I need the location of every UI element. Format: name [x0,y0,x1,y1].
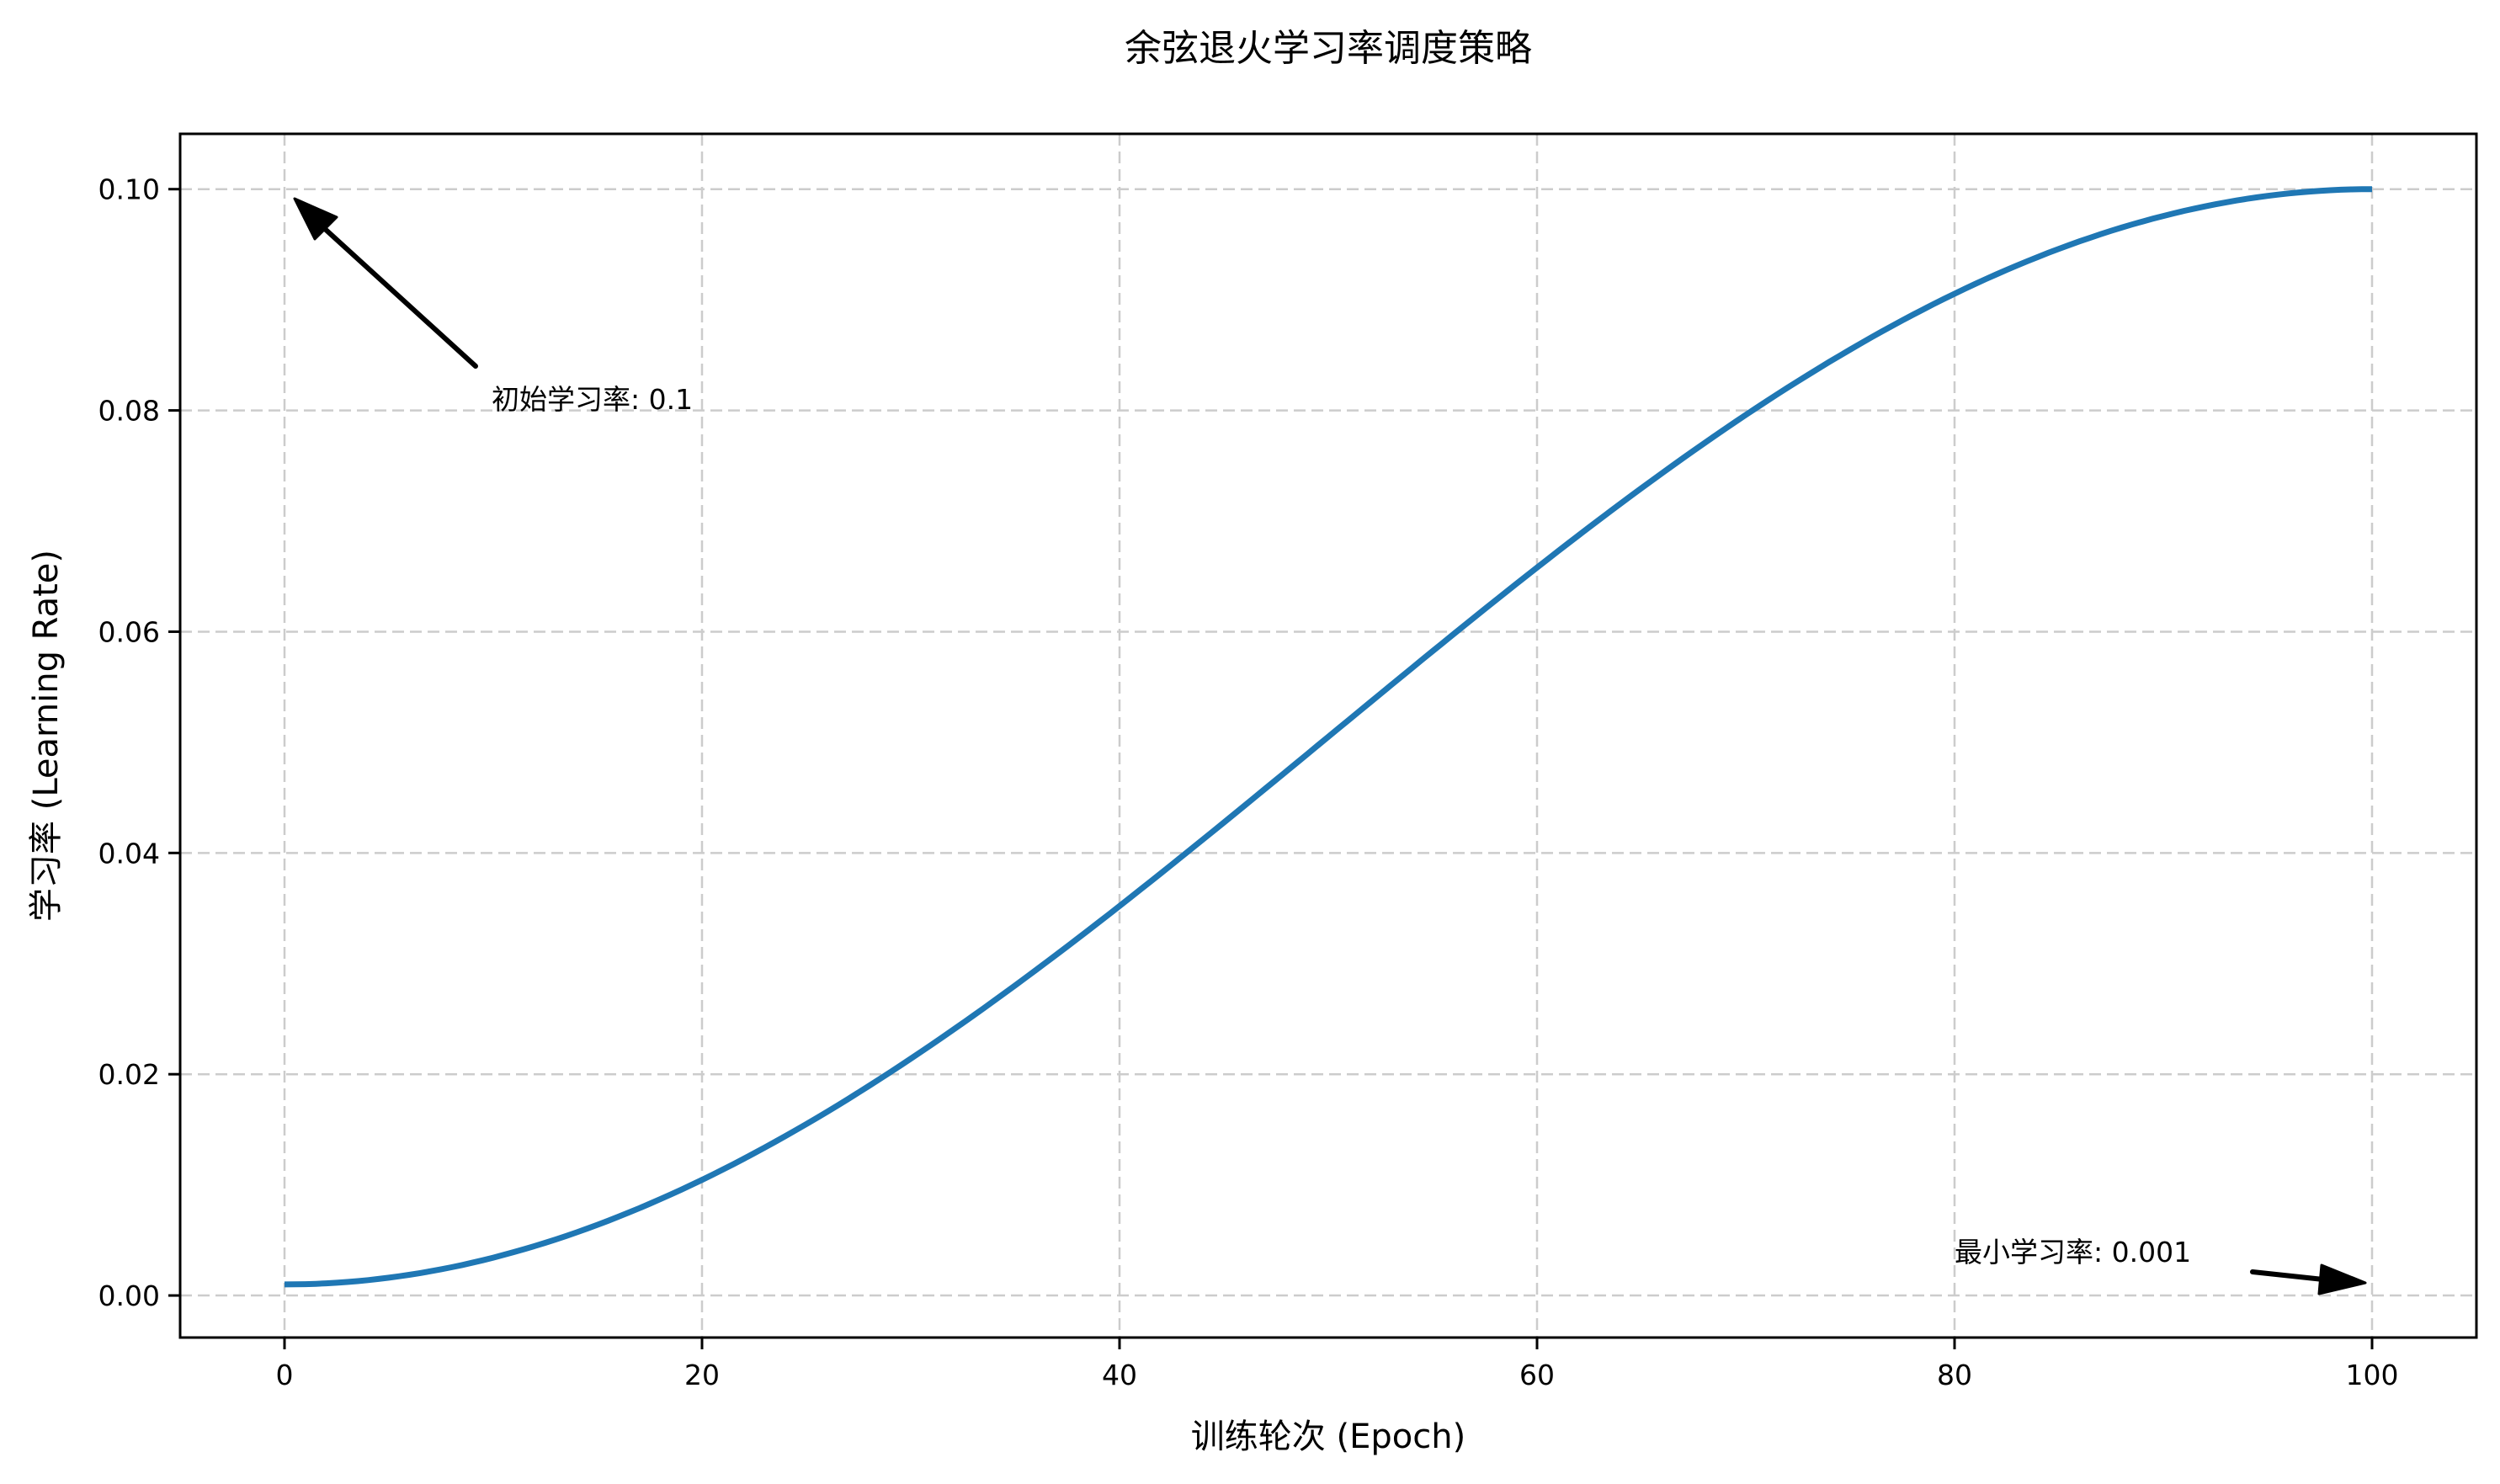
y-tick-label: 0.00 [98,1279,160,1312]
annotation-min-lr: 最小学习率: 0.001 [1955,1236,2367,1295]
arrowhead-icon [293,197,338,241]
learning-rate-line [284,186,2373,1288]
x-tick-label: 80 [1937,1359,1972,1391]
annotation-label: 最小学习率: 0.001 [1955,1236,2191,1269]
chart-title: 余弦退火学习率调度策略 [1125,27,1532,70]
annotation-label: 初始学习率: 0.1 [492,383,693,416]
x-axis-ticks: 0 20 40 60 80 100 [276,1338,2399,1391]
y-tick-label: 0.08 [98,395,160,428]
y-tick-label: 0.04 [98,837,160,870]
y-tick-label: 0.06 [98,615,160,648]
x-tick-label: 40 [1102,1359,1137,1391]
arrow-icon [313,218,478,369]
y-tick-label: 0.02 [98,1058,160,1091]
annotation-initial-lr: 初始学习率: 0.1 [293,197,693,416]
x-tick-label: 0 [276,1359,294,1391]
y-axis-ticks: 0.00 0.02 0.04 0.06 0.08 0.10 [98,173,180,1312]
arrowhead-icon [2317,1263,2367,1295]
y-tick-label: 0.10 [98,173,160,206]
x-tick-label: 100 [2346,1359,2399,1391]
x-tick-label: 20 [684,1359,720,1391]
arrow-icon [2250,1269,2326,1282]
x-tick-label: 60 [1519,1359,1555,1391]
grid-lines [180,134,2476,1338]
x-axis-label: 训练轮次 (Epoch) [1191,1418,1465,1456]
y-axis-label: 学习率 (Learning Rate) [27,550,66,922]
plot-area-frame [178,132,2478,1339]
